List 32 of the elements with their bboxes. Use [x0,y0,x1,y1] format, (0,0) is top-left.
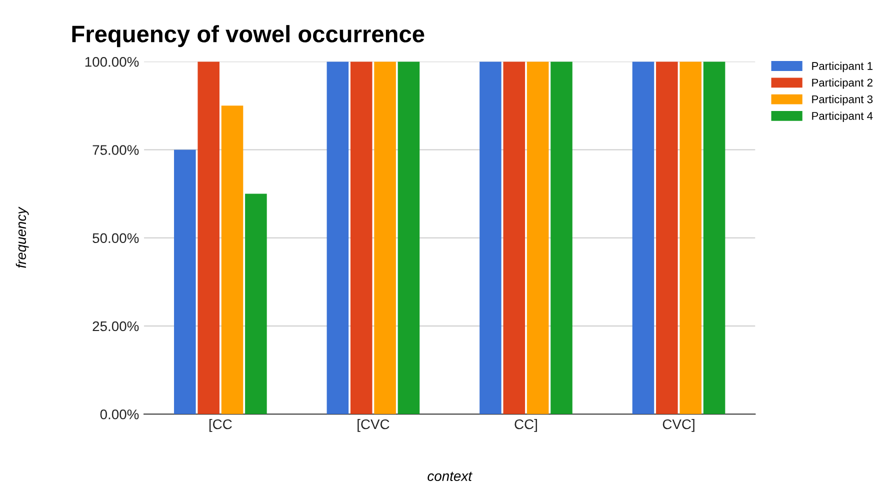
bar [374,62,396,414]
x-axis-title: context [428,472,472,482]
y-tick-label: 75.00% [92,145,139,155]
bar [398,62,420,414]
bar [326,62,349,414]
chart-title: Frequency of vowel occurrence [72,25,424,48]
x-tick-label: [CVC [358,418,390,432]
y-tick-label: 100.00% [85,56,139,67]
legend-label: Participant 4 [812,112,873,122]
bar [480,62,502,414]
bar [350,62,372,414]
legend-label: Participant 3 [812,95,873,106]
y-tick-label: 0.00% [100,409,139,420]
bar [174,150,196,414]
bar [703,62,726,414]
bar [526,62,549,414]
x-tick-label: [CC [209,418,232,432]
bar [550,62,572,414]
y-axis-title: frequency [16,206,29,268]
x-tick-label: CVC] [662,418,694,432]
bar [656,62,678,414]
bar [221,106,244,414]
bar [245,194,267,414]
y-tick-label: 25.00% [92,321,139,332]
bar [680,62,702,414]
x-tick-label: CC] [514,418,537,432]
bar [632,62,654,414]
bar [198,62,220,414]
bar [503,62,526,414]
legend-label: Participant 2 [812,78,872,89]
y-tick-label: 50.00% [92,233,139,244]
legend-label: Participant 1 [812,62,872,72]
